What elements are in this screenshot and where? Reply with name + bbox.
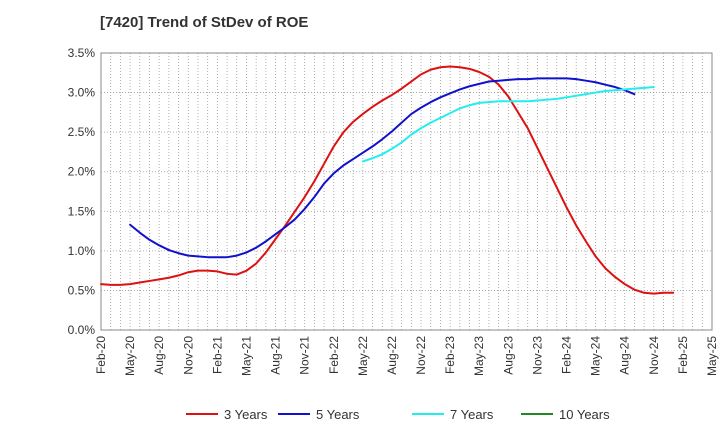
x-tick-label: Feb-23 [443,336,457,374]
legend: 3 Years 5 Years 7 Years 10 Years [186,407,610,422]
x-tick-label: Aug-22 [385,336,399,375]
y-axis-ticks: 0.0% 0.5% 1.0% 1.5% 2.0% 2.5% 3.0% 3.5% [68,46,96,337]
series-line-7-years [361,86,655,163]
x-tick-label: Feb-21 [210,336,224,374]
x-tick-label: Nov-20 [181,336,195,375]
x-tick-label: May-22 [356,336,370,376]
y-tick-label: 2.5% [68,125,96,139]
x-tick-label: May-23 [472,336,486,376]
x-tick-label: Feb-24 [560,336,574,374]
series-line-3-years [100,65,675,295]
x-tick-label: Aug-23 [501,336,515,375]
legend-label-10-years: 10 Years [559,407,610,422]
y-tick-label: 3.5% [68,46,96,60]
y-tick-label: 1.5% [68,204,96,218]
plot-background [101,53,712,330]
x-tick-label: Aug-20 [152,336,166,375]
legend-label-5-years: 5 Years [316,407,360,422]
plot-frame [100,52,713,331]
chart-title: [7420] Trend of StDev of ROE [100,14,309,31]
y-tick-label: 3.0% [68,86,96,100]
x-tick-label: Nov-23 [530,336,544,375]
x-tick-label: Nov-24 [647,336,661,375]
x-tick-label: May-24 [589,336,603,376]
x-tick-label: Feb-25 [676,336,690,374]
grid [101,53,712,330]
x-tick-label: Feb-22 [327,336,341,374]
x-tick-label: May-21 [239,336,253,376]
x-tick-label: Nov-21 [298,336,312,375]
y-tick-label: 0.0% [68,323,96,337]
series-line-5-years [129,77,636,259]
legend-label-7-years: 7 Years [450,407,494,422]
x-tick-label: May-25 [705,336,719,376]
x-tick-label: May-20 [123,336,137,376]
x-tick-label: Aug-24 [618,336,632,375]
x-axis-ticks: Feb-20 May-20 Aug-20 Nov-20 Feb-21 May-21 Aug-… [94,336,719,376]
y-tick-label: 1.0% [68,244,96,258]
y-tick-label: 0.5% [68,283,96,297]
legend-label-3-years: 3 Years [224,407,268,422]
x-tick-label: Nov-22 [414,336,428,375]
x-tick-label: Aug-21 [269,336,283,375]
y-tick-label: 2.0% [68,165,96,179]
series-lines [100,65,675,295]
x-tick-label: Feb-20 [94,336,108,374]
